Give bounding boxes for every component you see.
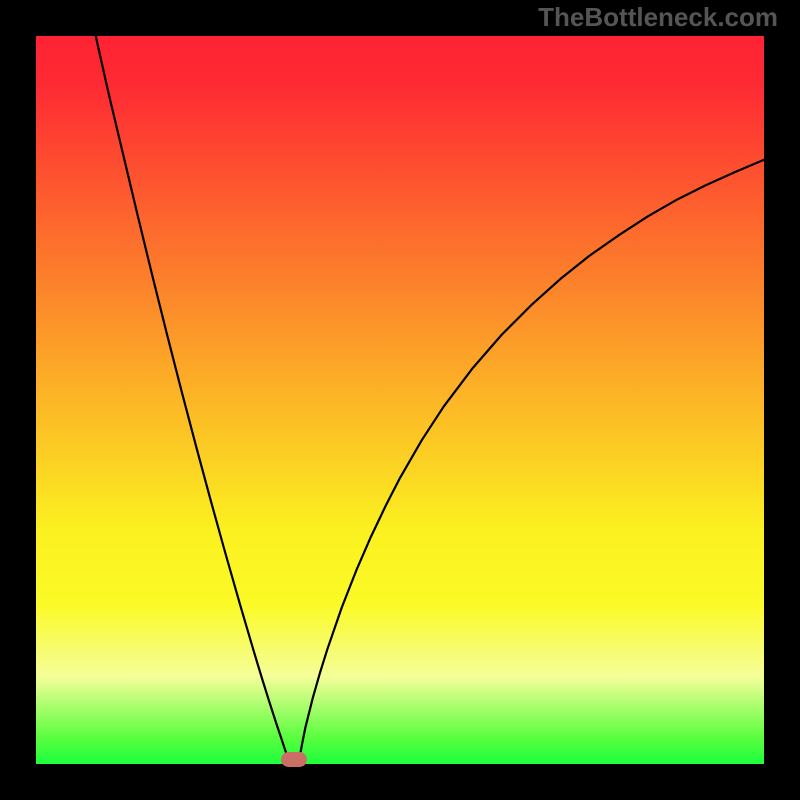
- plot-area: [36, 36, 764, 764]
- watermark-text: TheBottleneck.com: [538, 2, 778, 33]
- optimum-marker: [281, 752, 307, 767]
- bottleneck-curve: [36, 36, 764, 764]
